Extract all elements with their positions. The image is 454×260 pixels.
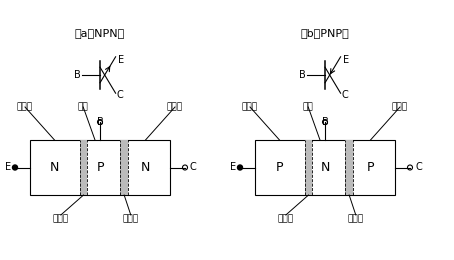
Text: N: N bbox=[321, 161, 330, 174]
Text: C: C bbox=[342, 89, 349, 100]
Text: 发射结: 发射结 bbox=[53, 214, 69, 223]
Text: 基区: 基区 bbox=[303, 102, 314, 111]
Bar bbox=[345, 140, 353, 195]
Text: P: P bbox=[367, 161, 374, 174]
Text: （b）PNP型: （b）PNP型 bbox=[301, 28, 350, 38]
Text: 发射区: 发射区 bbox=[17, 102, 33, 111]
Text: B: B bbox=[321, 117, 328, 127]
Text: 集电区: 集电区 bbox=[392, 102, 408, 111]
Text: P: P bbox=[96, 161, 104, 174]
Text: 集电区: 集电区 bbox=[167, 102, 183, 111]
Bar bbox=[305, 140, 312, 195]
Text: N: N bbox=[141, 161, 150, 174]
Text: B: B bbox=[74, 70, 80, 80]
Text: 基区: 基区 bbox=[78, 102, 89, 111]
Text: 集电结: 集电结 bbox=[123, 214, 139, 223]
Text: 发射结: 发射结 bbox=[278, 214, 294, 223]
Text: B: B bbox=[299, 70, 306, 80]
Text: E: E bbox=[118, 55, 124, 65]
Bar bbox=[80, 140, 88, 195]
Bar bbox=[30, 140, 170, 195]
Text: C: C bbox=[117, 89, 123, 100]
Text: B: B bbox=[97, 117, 104, 127]
Bar bbox=[120, 140, 128, 195]
Text: E: E bbox=[230, 162, 236, 172]
Bar bbox=[255, 140, 395, 195]
Text: C: C bbox=[415, 162, 422, 172]
Circle shape bbox=[13, 165, 18, 170]
Circle shape bbox=[237, 165, 242, 170]
Text: N: N bbox=[50, 161, 59, 174]
Text: 发射区: 发射区 bbox=[242, 102, 258, 111]
Text: E: E bbox=[5, 162, 11, 172]
Text: E: E bbox=[343, 55, 349, 65]
Text: 集电结: 集电结 bbox=[348, 214, 364, 223]
Text: C: C bbox=[190, 162, 197, 172]
Text: （a）NPN型: （a）NPN型 bbox=[75, 28, 125, 38]
Text: P: P bbox=[276, 161, 283, 174]
